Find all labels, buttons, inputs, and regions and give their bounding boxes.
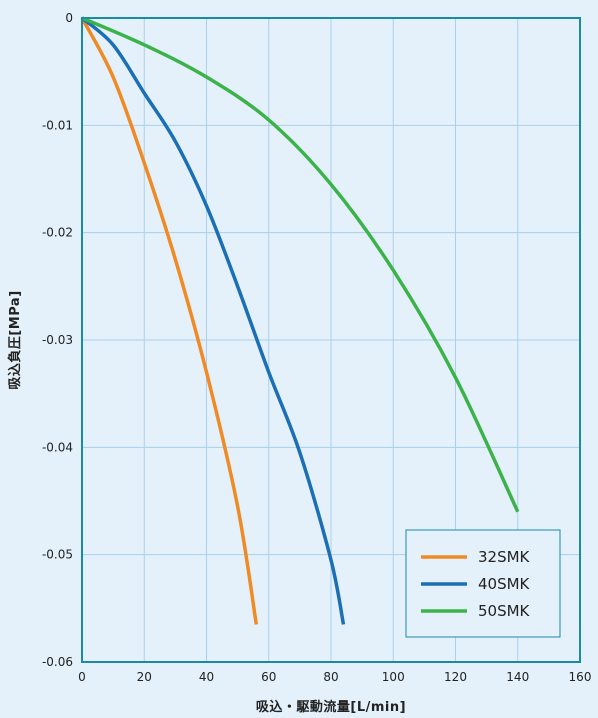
legend-label: 32SMK: [478, 548, 531, 566]
tick-labels: 0 20 40 60 80 100 120 140 160 0 -0.01 -0.02 -0.03 -0.…: [42, 11, 592, 684]
y-axis-title: 吸込負圧[MPa]: [7, 290, 23, 389]
y-tick-label: -0.01: [42, 118, 73, 132]
x-axis-title: 吸込・駆動流量[L/min]: [256, 699, 406, 715]
y-tick-label: -0.04: [42, 440, 73, 454]
x-tick-label: 60: [261, 670, 276, 684]
legend-label: 50SMK: [478, 602, 531, 620]
y-tick-label: -0.03: [42, 333, 73, 347]
x-tick-label: 20: [137, 670, 152, 684]
series-line-40smk: [80, 16, 346, 625]
y-tick-label: -0.05: [42, 548, 73, 562]
x-tick-label: 80: [323, 670, 338, 684]
y-tick-label: -0.02: [42, 226, 73, 240]
x-tick-label: 140: [506, 670, 529, 684]
x-tick-label: 120: [444, 670, 467, 684]
series-line-32smk: [80, 17, 259, 625]
legend: 32SMK 40SMK 50SMK: [405, 529, 561, 638]
y-tick-label: 0: [65, 11, 73, 25]
x-tick-label: 160: [569, 670, 592, 684]
x-tick-label: 0: [78, 670, 86, 684]
x-tick-label: 100: [382, 670, 405, 684]
series-group: [80, 16, 520, 625]
plot-frame: [81, 17, 581, 663]
series-line-50smk: [81, 16, 520, 513]
x-tick-label: 40: [199, 670, 214, 684]
legend-label: 40SMK: [478, 575, 531, 593]
y-tick-label: -0.06: [42, 655, 73, 669]
